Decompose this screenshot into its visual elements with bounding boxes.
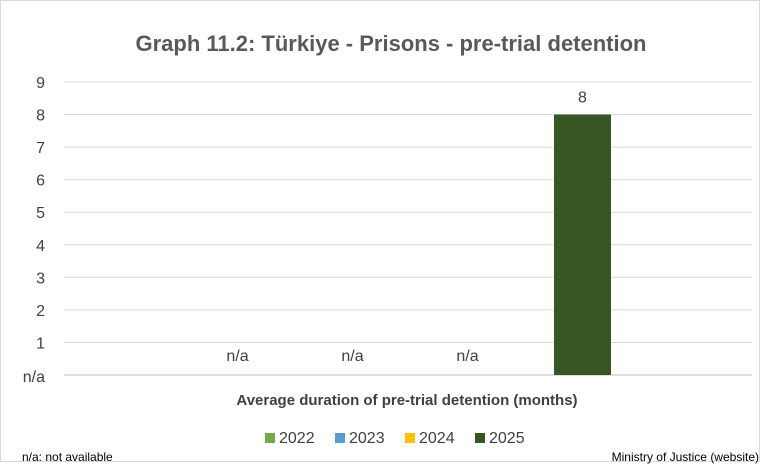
y-tick-label: 9	[36, 75, 45, 92]
data-label-2024: n/a	[456, 348, 478, 365]
chart-title: Graph 11.2: Türkiye - Prisons - pre-tria…	[135, 31, 646, 56]
bars	[554, 114, 611, 376]
legend-label-2023: 2023	[349, 430, 385, 447]
legend: 2022 2023 2024 2025	[265, 430, 525, 447]
legend-swatch-2022	[265, 433, 275, 443]
legend-label-2022: 2022	[279, 430, 315, 447]
y-tick-label: 2	[36, 303, 45, 320]
y-tick-label: 1	[36, 335, 45, 352]
y-tick-label: 8	[36, 108, 45, 125]
y-tick-label: 6	[36, 173, 45, 190]
y-tick-label: n/a	[23, 369, 45, 386]
data-label-2025: 8	[578, 90, 587, 107]
data-labels: n/a n/a n/a 8	[226, 90, 587, 365]
y-axis-ticks: n/a 1 2 3 4 5 6 7 8 9	[23, 75, 45, 386]
footnote-source: Ministry of Justice (website)	[612, 450, 759, 464]
legend-label-2025: 2025	[489, 430, 525, 447]
bar-2025	[554, 114, 611, 376]
legend-swatch-2023	[335, 433, 345, 443]
footnote-not-available: n/a: not available	[22, 450, 113, 464]
y-tick-label: 5	[36, 205, 45, 222]
y-tick-label: 7	[36, 140, 45, 157]
x-axis-label: Average duration of pre-trial detention …	[236, 392, 577, 409]
data-label-2023: n/a	[341, 348, 363, 365]
legend-swatch-2024	[405, 433, 415, 443]
y-tick-label: 4	[36, 238, 45, 255]
y-tick-label: 3	[36, 270, 45, 287]
legend-label-2024: 2024	[419, 430, 455, 447]
legend-swatch-2025	[475, 433, 485, 443]
gridlines	[64, 81, 752, 376]
data-label-2022: n/a	[226, 348, 248, 365]
